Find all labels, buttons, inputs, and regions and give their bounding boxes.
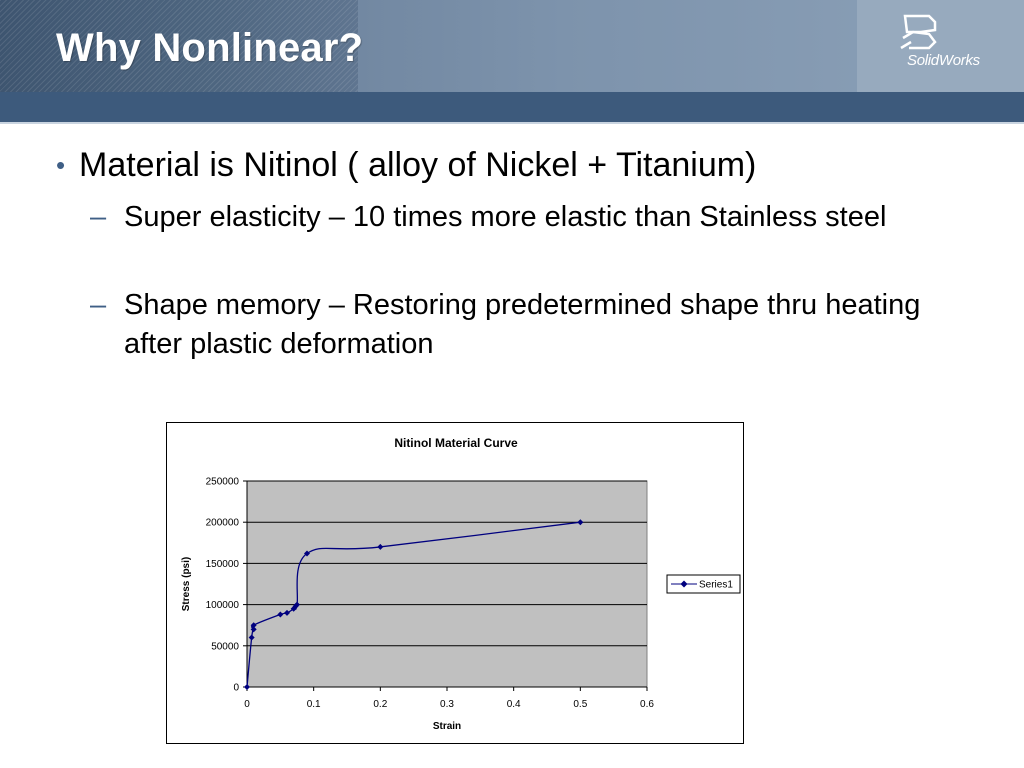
sub-bullet-2-text: Shape memory – Restoring predetermined s…	[124, 289, 921, 360]
y-axis-label: Stress (psi)	[181, 557, 192, 611]
y-tick-label: 200000	[206, 518, 240, 529]
header-bar: Why Nonlinear? SolidWorks	[0, 0, 1024, 92]
x-tick-label: 0.2	[373, 699, 387, 710]
data-point	[244, 684, 250, 690]
legend-box	[666, 574, 741, 594]
data-point	[284, 609, 290, 616]
header-divider	[0, 122, 1024, 124]
bullet-dot-icon: •	[56, 150, 66, 180]
y-tick-label: 0	[233, 683, 239, 694]
legend-marker-icon	[680, 580, 688, 588]
legend: Series1	[666, 574, 741, 594]
x-tick-label: 0.5	[573, 699, 587, 710]
data-point	[248, 634, 255, 641]
y-tick-label: 150000	[206, 559, 240, 570]
x-tick-label: 0.3	[440, 699, 454, 710]
header-hatch-pattern	[0, 0, 358, 92]
y-tick-label: 50000	[211, 641, 239, 652]
bullet-main-text: Material is Nitinol ( alloy of Nickel + …	[79, 146, 757, 184]
data-point	[250, 626, 257, 633]
slide-title: Why Nonlinear?	[56, 26, 364, 70]
y-tick-label: 250000	[206, 477, 240, 488]
nitinol-chart: Nitinol Material Curve 0 50000 100000 15000…	[181, 436, 741, 732]
series-layer	[244, 519, 584, 690]
dash-bullet-icon: –	[90, 201, 107, 233]
data-point	[277, 611, 284, 618]
grid-lines	[247, 480, 647, 647]
y-tick-label: 100000	[206, 600, 240, 611]
data-point	[577, 519, 584, 526]
sub-bullet-1-text: Super elasticity – 10 times more elastic…	[124, 201, 887, 233]
chart-container: Nitinol Material Curve 0 50000 100000 15000…	[166, 422, 744, 744]
data-point	[304, 550, 310, 557]
data-point	[290, 605, 297, 612]
data-point	[294, 601, 300, 608]
x-axis-label: Strain	[433, 721, 461, 732]
x-tick-label: 0	[244, 699, 250, 710]
data-point	[377, 543, 384, 550]
data-point	[250, 622, 257, 629]
header-stripe	[0, 92, 1024, 122]
chart-title: Nitinol Material Curve	[394, 436, 518, 450]
axes: 0 50000 100000 150000 200000 250000 0 0.1 0.2 0.3…	[206, 477, 655, 711]
ds-logo-icon	[900, 14, 937, 50]
plot-area	[246, 480, 648, 688]
logo-brand-text: SolidWorks	[907, 52, 980, 69]
x-tick-label: 0.1	[307, 699, 321, 710]
dash-bullet-icon: –	[90, 289, 107, 321]
x-tick-label: 0.4	[507, 699, 521, 710]
x-tick-label: 0.6	[640, 699, 654, 710]
solidworks-logo: SolidWorks	[857, 0, 1024, 92]
legend-series-label: Series1	[699, 580, 733, 591]
